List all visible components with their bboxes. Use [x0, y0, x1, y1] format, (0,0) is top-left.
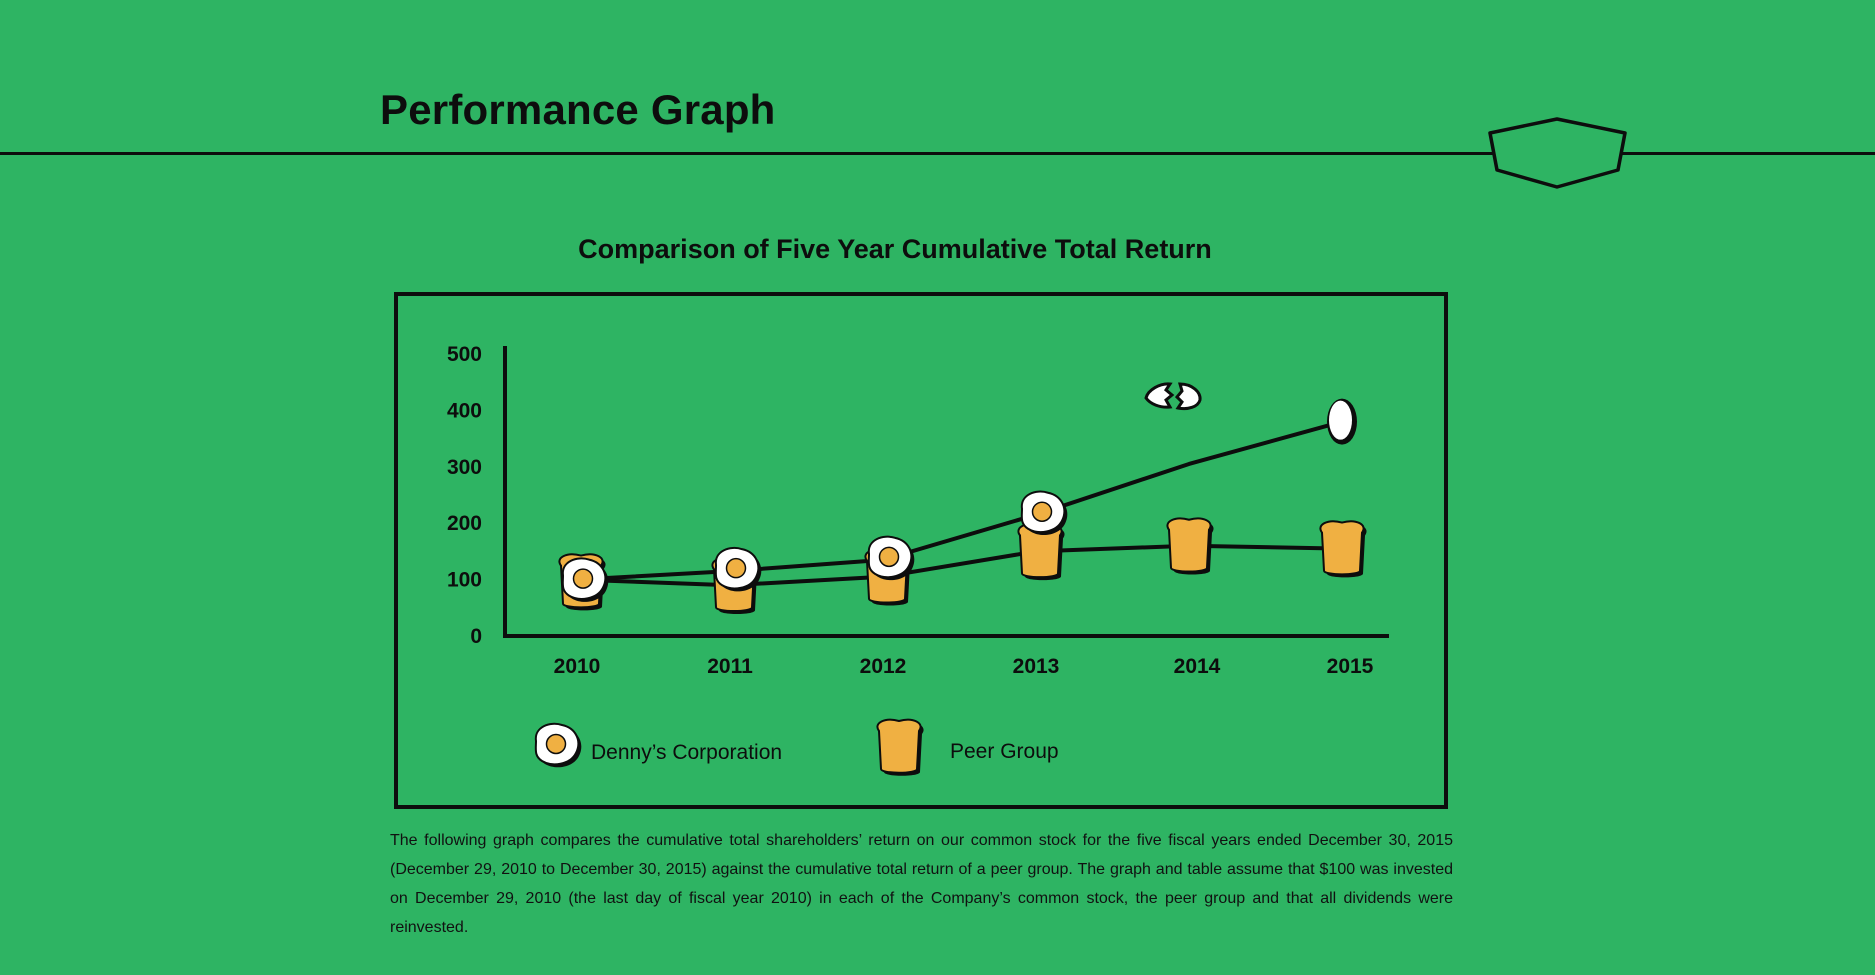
series-line-dennys: [576, 419, 1343, 582]
dennys-point-whole-egg-icon: [1327, 398, 1357, 445]
y-tick-label: 100: [447, 569, 482, 592]
chart-caption: The following graph compares the cumulat…: [390, 832, 1453, 936]
chart-legend: Denny’s Corporation Peer Group: [534, 718, 1059, 776]
hexagon-badge-icon: [1488, 117, 1627, 189]
peer-group-point-toast-icon: [1319, 520, 1367, 578]
dennys-point-fried-egg-icon: [561, 557, 609, 602]
cracked-eggshell-icon: [1144, 382, 1202, 411]
series-line-peer-group: [576, 543, 1343, 588]
y-tick-label: 200: [447, 512, 482, 535]
dennys-point-fried-egg-icon: [714, 546, 762, 592]
dennys-point-fried-egg-icon: [1020, 490, 1068, 536]
x-tick-label: 2011: [707, 655, 753, 678]
header-rule: [0, 152, 1875, 155]
x-tick-label: 2010: [554, 655, 601, 678]
page-title: Performance Graph: [380, 86, 776, 133]
chart-frame: [394, 292, 1448, 809]
peer-group-point-toast-icon: [1166, 517, 1214, 575]
x-tick-label: 2013: [1013, 655, 1060, 678]
chart-title: Comparison of Five Year Cumulative Total…: [578, 234, 1212, 264]
performance-chart: 0 100 200 300 400 500 2010 2011 2012 2013 2014 2015…: [447, 343, 1389, 776]
legend-label-peer-group: Peer Group: [950, 740, 1059, 763]
legend-fried-egg-icon: [534, 722, 582, 768]
x-tick-label: 2012: [860, 655, 907, 678]
y-tick-label: 500: [447, 343, 482, 366]
legend-toast-icon: [876, 718, 924, 776]
dennys-point-fried-egg-icon: [867, 535, 915, 581]
y-tick-label: 300: [447, 456, 482, 479]
legend-label-dennys: Denny’s Corporation: [591, 741, 782, 764]
x-tick-label: 2015: [1327, 655, 1374, 678]
y-tick-label: 400: [447, 399, 482, 422]
y-tick-label: 0: [470, 625, 482, 648]
x-tick-label: 2014: [1174, 655, 1221, 678]
